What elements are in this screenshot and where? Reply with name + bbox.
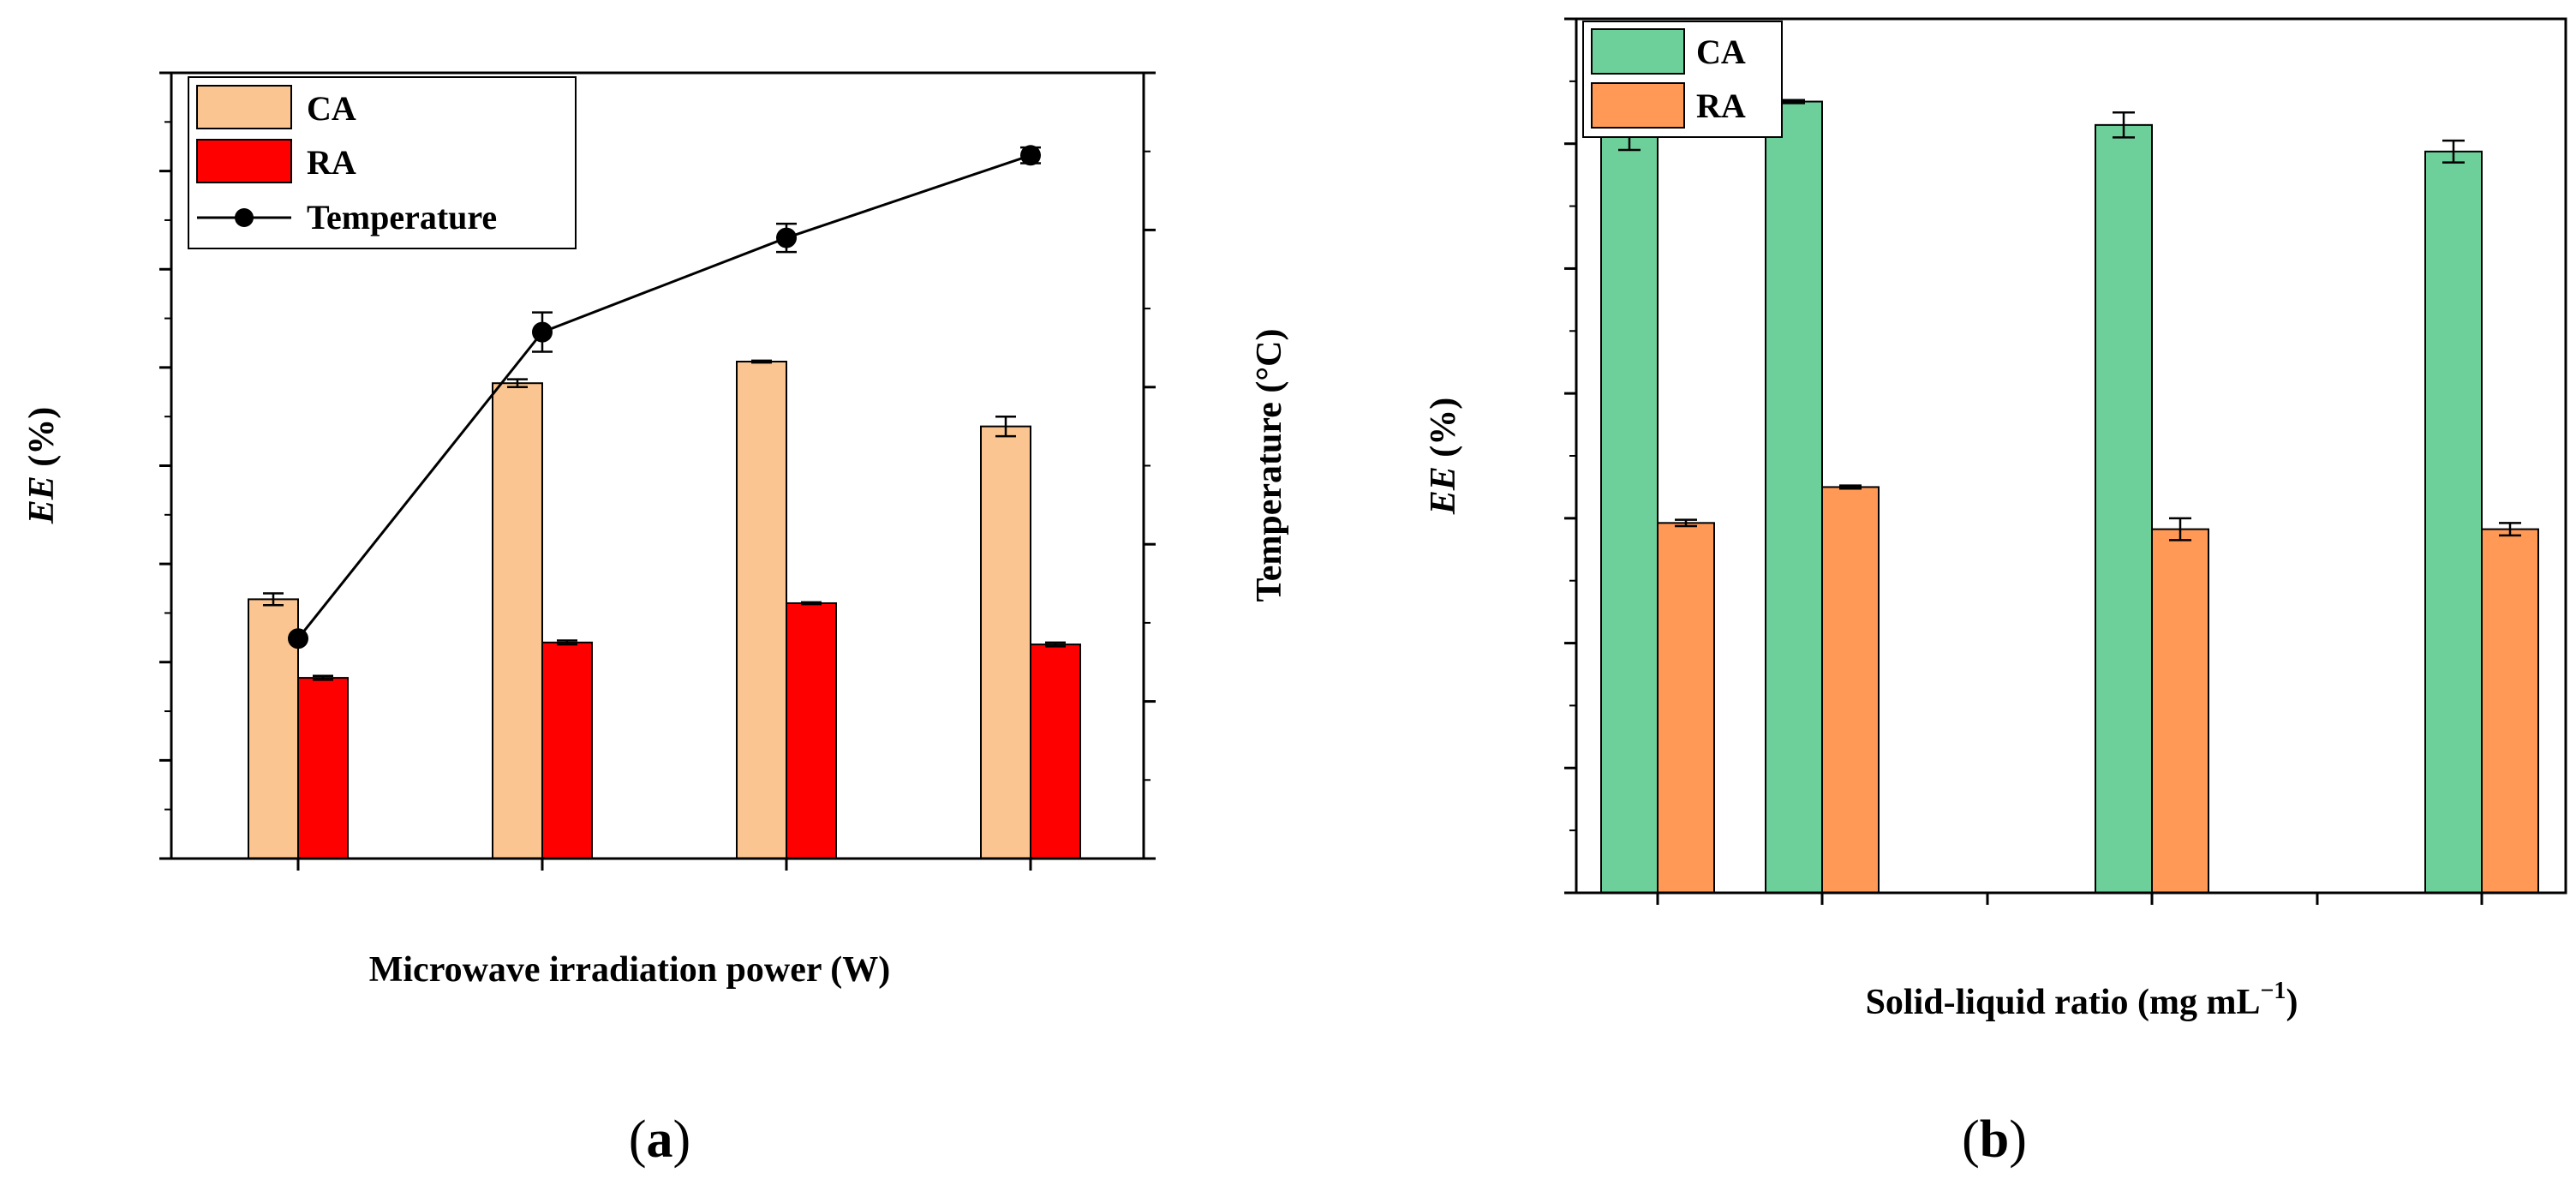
bar-ra (2151, 528, 2209, 894)
panel-a-legend: CA RA Temperature (188, 76, 577, 249)
bar-ra (2481, 528, 2539, 894)
bar-ca (492, 382, 543, 859)
panel-a-y2-axis-title: Temperature (°C) (1250, 329, 1289, 602)
bar-ra (297, 677, 349, 860)
panel-a-x-axis-title: Microwave irradiation power (W) (369, 950, 891, 990)
panel-a-y-axis-ticks (159, 71, 171, 860)
legend-swatch-ca (196, 85, 292, 129)
temperature-line (296, 153, 1031, 640)
panel-a-error-bars (263, 359, 1066, 681)
panel-b-x-axis-ticks (1656, 893, 2483, 905)
panel-b-y-axis-title: EE (%) (1424, 398, 1463, 516)
legend-label-ca: CA (307, 89, 356, 128)
legend-label-temperature: Temperature (307, 198, 497, 236)
legend-label-b-ra: RA (1696, 87, 1746, 125)
panel-a-y2-axis-ticks (1144, 71, 1156, 860)
panel-b-bars (1600, 100, 2539, 895)
legend-swatch-b-ca (1591, 28, 1685, 75)
bar-ca (980, 425, 1031, 859)
legend-swatch-ra (196, 139, 292, 183)
bar-ra (541, 641, 593, 860)
panel-b-label: (b) (1962, 1110, 2027, 1169)
bar-ra (1657, 522, 1715, 894)
legend-marker-temperature (235, 208, 254, 227)
bar-ca (2424, 150, 2483, 895)
bar-ca (736, 360, 787, 859)
legend-label-ra: RA (307, 143, 356, 182)
panel-a-y-axis-title: EE (%) (22, 407, 62, 525)
panel-a-label: (a) (629, 1110, 690, 1169)
bar-ra (1821, 486, 1880, 895)
temperature-point (288, 628, 308, 649)
panel-b-plot-frame (1575, 17, 2567, 895)
panel-a: EE (%) Temperature (°C) Microwave irradi… (22, 71, 1289, 1169)
bar-ca (1765, 100, 1823, 895)
panel-b: EE (%) Solid-liquid ratio (mg mL−1) CA R… (1424, 17, 2567, 1169)
temperature-point (532, 321, 553, 343)
bar-ca (2095, 123, 2153, 895)
legend-label-b-ca: CA (1696, 33, 1746, 71)
legend-swatch-b-ra (1591, 82, 1685, 129)
temperature-point (776, 227, 797, 248)
panel-b-y-axis-ticks (1564, 17, 1576, 895)
bar-ca (1600, 127, 1659, 894)
panel-a-x-axis-ticks (296, 859, 1032, 871)
bar-ra (1030, 643, 1081, 859)
panel-b-x-axis-title: Solid-liquid ratio (mg mL−1) (1866, 978, 2298, 1022)
bar-ra (786, 601, 837, 859)
panel-a-bars (248, 360, 1081, 860)
panel-b-legend: CA RA (1582, 21, 1783, 138)
panel-a-temperature-line (288, 145, 1041, 649)
panel-b-error-bars (1618, 99, 2521, 542)
temperature-point (1020, 145, 1041, 166)
